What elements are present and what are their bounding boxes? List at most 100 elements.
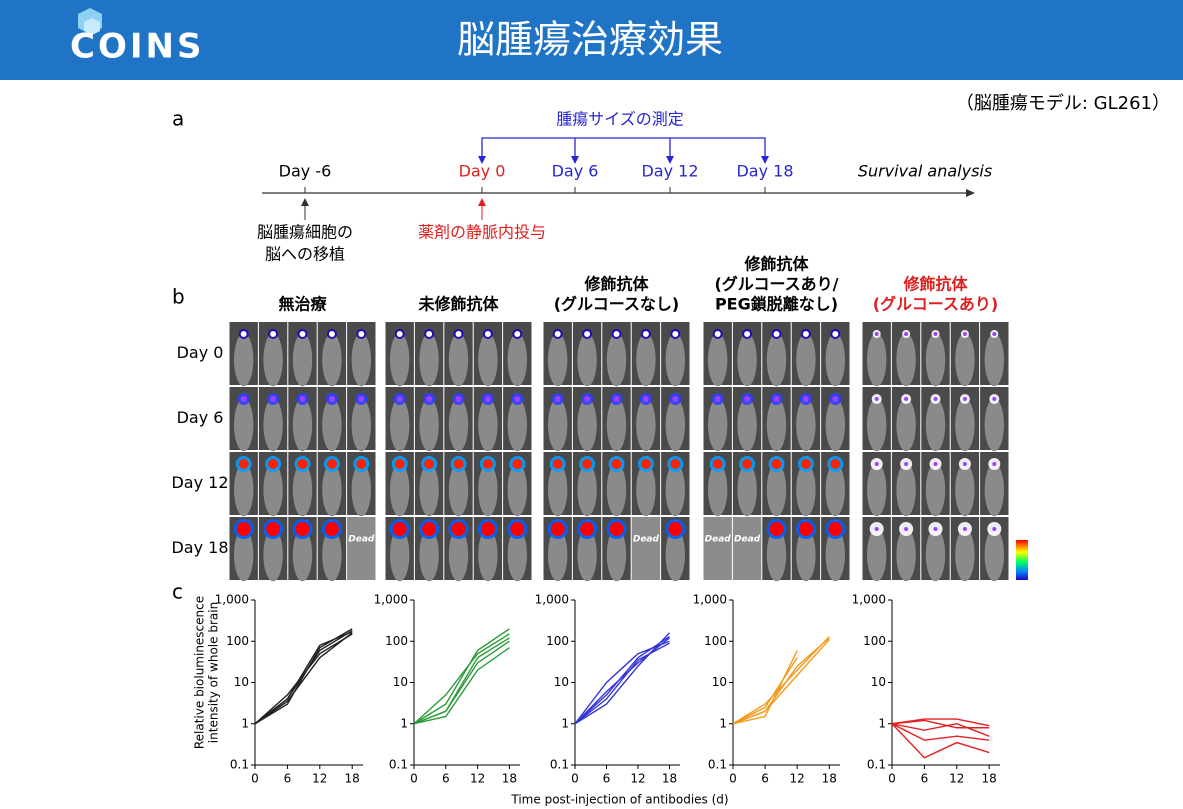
mouse-body — [665, 528, 686, 582]
mouse-body — [955, 528, 975, 582]
mouse-body — [292, 463, 313, 517]
mouse-body — [866, 333, 887, 387]
x-tick-label: 0 — [410, 772, 418, 786]
mouse-body — [389, 333, 410, 387]
dead-cell — [732, 517, 762, 580]
y-tick-label: 1 — [561, 716, 569, 730]
signal-core — [552, 459, 563, 469]
implant-note: 脳への移植 — [265, 245, 345, 264]
signal-core — [800, 459, 811, 469]
mouse-body — [707, 398, 728, 452]
signal-core — [802, 331, 809, 337]
signal-core — [962, 397, 967, 401]
day-label: Day 12 — [171, 473, 228, 492]
mouse-body — [507, 463, 528, 517]
signal-core — [874, 462, 879, 466]
group-title: 修飾抗体 — [902, 275, 968, 294]
timeline-end: Survival analysis — [858, 162, 992, 181]
signal-core — [268, 459, 279, 469]
mouse-body — [263, 528, 283, 582]
mouse-body — [955, 463, 975, 517]
mouse-body — [866, 398, 887, 452]
signal-core — [904, 527, 909, 531]
series-line — [732, 657, 798, 725]
mouse-body — [606, 333, 627, 387]
signal-core — [299, 331, 306, 337]
mouse-body — [955, 398, 975, 452]
signal-core — [962, 527, 967, 531]
signal-core — [714, 331, 721, 337]
mouse-body — [577, 463, 597, 517]
mouse-body — [896, 463, 916, 517]
mouse-body — [766, 333, 787, 387]
mouse-body — [507, 528, 528, 582]
signal-core — [453, 459, 464, 469]
mouse-body — [796, 528, 816, 582]
mouse-body — [665, 333, 686, 387]
x-tick-label: 6 — [921, 772, 929, 786]
mouse-body — [707, 333, 728, 387]
measure-arrowhead — [761, 156, 769, 164]
timeline-day: Day 12 — [641, 162, 698, 181]
measure-arrowhead — [666, 156, 674, 164]
mouse-body — [577, 528, 597, 582]
signal-core — [295, 522, 310, 536]
mouse-body — [925, 463, 946, 517]
mouse-body — [665, 398, 686, 452]
x-tick-label: 6 — [442, 772, 450, 786]
mouse-body — [292, 333, 313, 387]
mouse-body — [389, 528, 410, 582]
signal-core — [480, 522, 495, 536]
signal-core — [744, 331, 751, 337]
logo-icon — [78, 8, 102, 35]
y-tick-label: 10 — [234, 675, 249, 689]
y-tick-label: 1,000 — [215, 593, 249, 607]
axis-line — [574, 600, 680, 766]
signal-core — [640, 459, 651, 469]
mouse-body — [419, 398, 439, 452]
signal-core — [396, 396, 403, 402]
mouse-body — [825, 463, 846, 517]
signal-core — [613, 396, 620, 402]
signal-core — [326, 459, 337, 469]
mouse-body — [737, 398, 757, 452]
mouse-body — [766, 398, 787, 452]
measure-arrowhead — [571, 156, 579, 164]
group-title: 修飾抗体 — [583, 275, 649, 294]
signal-core — [904, 462, 909, 466]
signal-core — [933, 527, 938, 531]
signal-core — [270, 396, 277, 402]
signal-core — [670, 459, 681, 469]
signal-core — [874, 397, 879, 401]
y-tick-label: 10 — [393, 675, 408, 689]
mouse-body — [984, 528, 1005, 582]
dead-label: Dead — [705, 535, 732, 545]
mouse-body — [448, 398, 469, 452]
mouse-body — [577, 333, 597, 387]
x-tick-label: 12 — [470, 772, 485, 786]
mouse-body — [796, 463, 816, 517]
group-title: 修飾抗体 — [743, 255, 809, 274]
mouse-body — [665, 463, 686, 517]
dead-cell — [631, 517, 661, 580]
x-tick-label: 18 — [982, 772, 997, 786]
mouse-body — [263, 398, 283, 452]
dose-note: 薬剤の静脈内投与 — [418, 223, 546, 242]
mouse-body — [766, 463, 787, 517]
signal-core — [426, 396, 433, 402]
x-tick-label: 12 — [630, 772, 645, 786]
mouse-body — [448, 463, 469, 517]
x-tick-label: 6 — [284, 772, 292, 786]
signal-core — [832, 331, 839, 337]
signal-core — [240, 331, 247, 337]
signal-core — [672, 331, 679, 337]
timeline-day: Day 0 — [459, 162, 506, 181]
implant-arrowhead — [301, 198, 309, 206]
series-line — [254, 631, 353, 725]
mouse-body — [606, 463, 627, 517]
signal-core — [482, 459, 493, 469]
mouse-body — [389, 463, 410, 517]
y-tick-label: 100 — [226, 634, 249, 648]
y-tick-label: 0.1 — [708, 758, 727, 772]
